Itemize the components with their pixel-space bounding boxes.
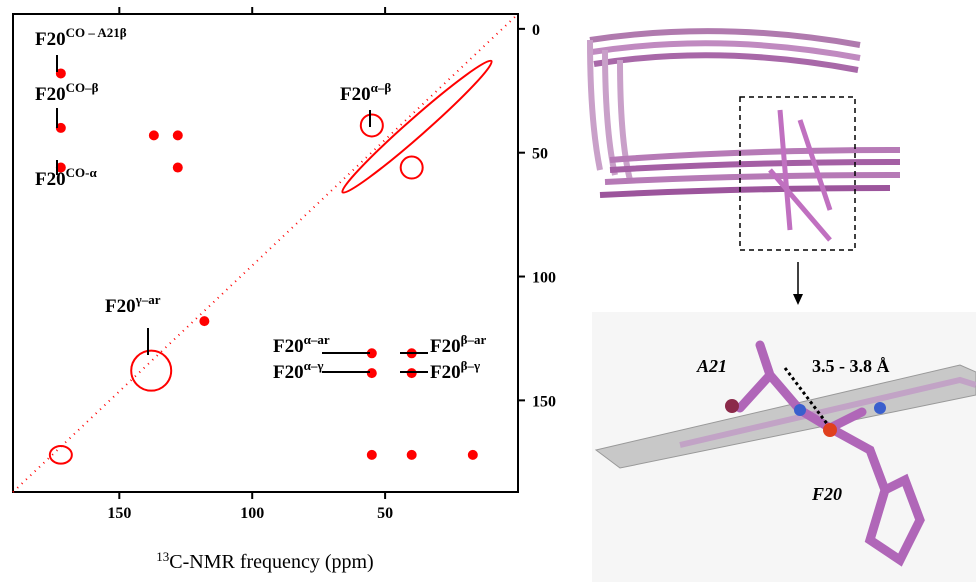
peak xyxy=(399,155,424,180)
annotation: F20β–γ xyxy=(430,358,480,383)
peak xyxy=(406,449,417,460)
annotation-sup: CO-α xyxy=(66,165,98,180)
zoom-image: A21 3.5 - 3.8 Å F20 xyxy=(592,312,976,582)
y-tick-label: 150 xyxy=(532,393,556,410)
annotation-sup: β–γ xyxy=(461,358,480,373)
peak xyxy=(55,68,66,79)
peak xyxy=(199,316,210,327)
annotation-sup: β–ar xyxy=(461,332,487,347)
annotation-text: F20 xyxy=(35,169,66,190)
plot-frame xyxy=(12,13,519,493)
residue-label: A21 xyxy=(696,356,727,376)
annotation-text: F20 xyxy=(105,296,136,317)
annotation-sup: α–ar xyxy=(304,332,330,347)
annotation-text: F20 xyxy=(430,362,461,383)
peak xyxy=(467,449,478,460)
distance-label: 3.5 - 3.8 Å xyxy=(812,356,890,376)
y-tick-label: 0 xyxy=(532,22,540,39)
annotation-sup: CO – A21β xyxy=(66,25,127,40)
annotation: F20CO – A21β xyxy=(35,25,127,50)
peak xyxy=(55,122,66,133)
peak xyxy=(366,368,377,379)
x-tick-label: 50 xyxy=(377,505,393,522)
x-tick-label: 150 xyxy=(107,505,131,522)
peak xyxy=(148,130,159,141)
peak xyxy=(359,113,384,138)
x-axis-label: 13C-NMR frequency (ppm) xyxy=(156,549,373,573)
annotation-sup: γ–ar xyxy=(135,292,161,307)
peak xyxy=(48,445,73,465)
annotation-text: F20 xyxy=(35,84,66,105)
diagonal-ridge xyxy=(341,59,493,194)
peak xyxy=(366,449,377,460)
residue-label: F20 xyxy=(811,484,842,504)
annotation-sup: α–γ xyxy=(304,358,324,373)
annotation-sup: α–β xyxy=(371,80,392,95)
annotation: F20γ–ar xyxy=(105,292,161,317)
peak xyxy=(172,162,183,173)
annotation-text: F20 xyxy=(430,336,461,357)
x-tick-label: 100 xyxy=(240,505,264,522)
y-tick-label: 100 xyxy=(532,270,556,287)
annotation: F20CO–β xyxy=(35,80,99,105)
annotation-text: F20 xyxy=(340,84,371,105)
annotation-sup: CO–β xyxy=(66,80,99,95)
annotation: F20α–β xyxy=(340,80,391,105)
annotation-text: F20 xyxy=(273,362,304,383)
annotation: F20α–γ xyxy=(273,358,323,383)
annotation: F20CO-α xyxy=(35,165,97,190)
annotation-text: F20 xyxy=(35,29,66,50)
peak xyxy=(130,349,173,392)
annotation: F20α–ar xyxy=(273,332,330,357)
annotation-text: F20 xyxy=(273,336,304,357)
peak xyxy=(406,368,417,379)
peak xyxy=(172,130,183,141)
fibril-image xyxy=(587,28,901,305)
y-tick-label: 50 xyxy=(532,146,548,163)
annotation: F20β–ar xyxy=(430,332,486,357)
